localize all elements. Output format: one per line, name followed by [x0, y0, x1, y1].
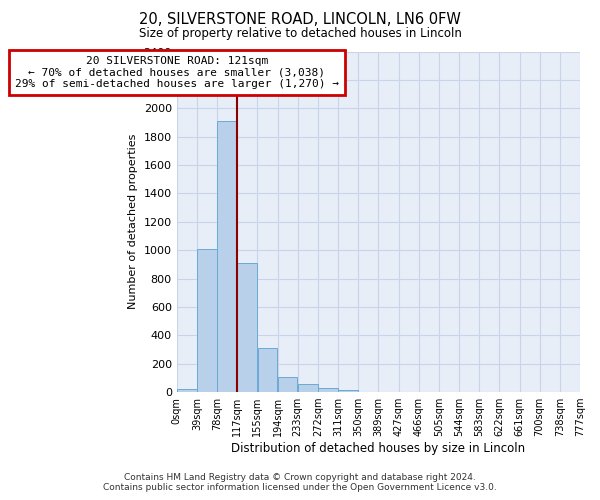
Text: Contains HM Land Registry data © Crown copyright and database right 2024.
Contai: Contains HM Land Registry data © Crown c…: [103, 473, 497, 492]
Text: 20 SILVERSTONE ROAD: 121sqm
← 70% of detached houses are smaller (3,038)
29% of : 20 SILVERSTONE ROAD: 121sqm ← 70% of det…: [15, 56, 339, 89]
Bar: [257, 348, 277, 392]
Text: Size of property relative to detached houses in Lincoln: Size of property relative to detached ho…: [139, 28, 461, 40]
X-axis label: Distribution of detached houses by size in Lincoln: Distribution of detached houses by size …: [231, 442, 526, 455]
Bar: [238, 263, 257, 392]
Bar: [217, 121, 237, 392]
Y-axis label: Number of detached properties: Number of detached properties: [128, 134, 138, 310]
Bar: [338, 390, 358, 392]
Text: 20, SILVERSTONE ROAD, LINCOLN, LN6 0FW: 20, SILVERSTONE ROAD, LINCOLN, LN6 0FW: [139, 12, 461, 28]
Bar: [197, 249, 217, 392]
Bar: [298, 384, 317, 392]
Bar: [318, 388, 338, 392]
Bar: [278, 377, 298, 392]
Bar: [177, 389, 197, 392]
